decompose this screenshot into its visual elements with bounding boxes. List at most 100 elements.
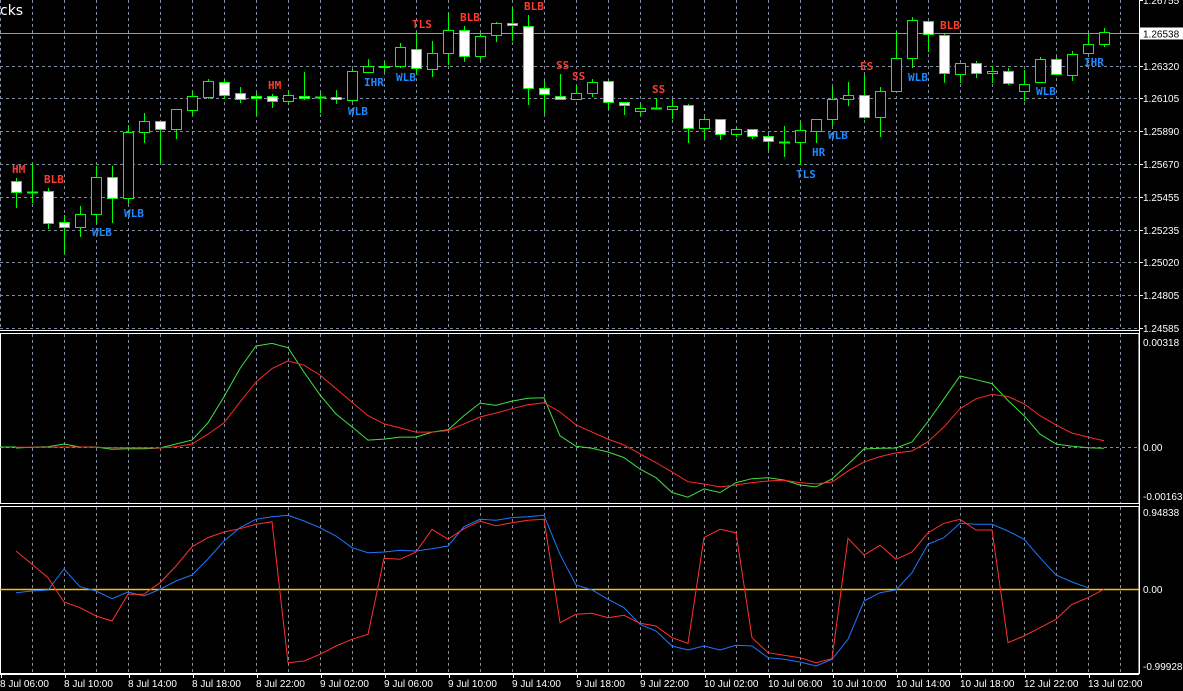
time-axis-label: 8 Jul 22:00 xyxy=(256,679,305,690)
indicator-2-series-2 xyxy=(15,518,1105,664)
candle xyxy=(75,206,86,238)
indicator-1-axis-label: -0.00163 xyxy=(1143,492,1183,503)
candle-body-bearish xyxy=(523,26,534,89)
candle-body-bearish xyxy=(923,21,934,35)
time-axis-label: 8 Jul 18:00 xyxy=(192,679,241,690)
candle xyxy=(859,75,870,120)
candle xyxy=(619,101,630,115)
pattern-label-ss: SS xyxy=(652,83,665,96)
candle-body-bullish xyxy=(1099,32,1110,45)
candle xyxy=(411,32,422,76)
candle-body-bullish xyxy=(1067,54,1078,76)
candle xyxy=(571,85,582,100)
candle-body-bullish xyxy=(491,23,502,36)
candle xyxy=(107,166,118,223)
pattern-label-wlb: WLB xyxy=(348,105,368,118)
candle-body-bullish xyxy=(363,66,374,73)
candle xyxy=(347,69,358,102)
pattern-label-ss: SS xyxy=(556,59,569,72)
indicator-2-axis-label: -0.99928 xyxy=(1143,662,1183,673)
indicator-2-axis-label: 0.00 xyxy=(1143,585,1163,596)
price-axis-label: 1.25020 xyxy=(1143,258,1180,269)
candle-body-bullish xyxy=(843,95,854,100)
candle-body-bearish xyxy=(331,97,342,100)
candle xyxy=(1003,67,1014,86)
candle xyxy=(827,87,838,126)
pattern-label-ss: SS xyxy=(572,70,585,83)
pattern-label-hm: HM xyxy=(268,79,282,92)
price-axis-label: 1.25890 xyxy=(1143,127,1180,138)
candle xyxy=(267,93,278,109)
candle xyxy=(475,32,486,60)
time-axis-label: 9 Jul 06:00 xyxy=(384,679,433,690)
candle-body-bearish xyxy=(235,93,246,100)
candle-body-bullish xyxy=(123,132,134,199)
candle-body-bearish xyxy=(555,96,566,100)
candle-body-bullish xyxy=(283,95,294,102)
time-axis-label: 13 Jul 02:00 xyxy=(1088,679,1143,690)
candle-body-bullish xyxy=(139,121,150,133)
candle xyxy=(331,90,342,104)
candle xyxy=(91,166,102,223)
candle-body-bearish xyxy=(539,88,550,95)
candle xyxy=(667,98,678,120)
indicator-1-series-1 xyxy=(15,342,1105,498)
candle-body-bullish xyxy=(955,63,966,75)
time-axis-label: 10 Jul 06:00 xyxy=(768,679,823,690)
candle xyxy=(795,122,806,165)
indicator-1-axis-label: 0.00318 xyxy=(1143,338,1180,349)
candle-body-bearish xyxy=(1003,71,1014,84)
candle-body-bullish xyxy=(395,47,406,67)
pattern-label-blb: BLB xyxy=(524,0,544,13)
candle xyxy=(507,8,518,41)
candle-body-bearish xyxy=(683,105,694,129)
candle-body-bearish xyxy=(267,96,278,102)
candle xyxy=(27,162,38,204)
time-axis-label: 9 Jul 14:00 xyxy=(512,679,561,690)
indicator-2-axis-label: 0.94838 xyxy=(1143,508,1180,519)
price-axis-label: 1.26320 xyxy=(1143,62,1180,73)
candle-body-bearish xyxy=(507,23,518,26)
time-axis-label: 9 Jul 10:00 xyxy=(448,679,497,690)
candle-body-bearish xyxy=(107,177,118,199)
price-axis-label: 1.26755 xyxy=(1143,0,1180,7)
candle xyxy=(587,79,598,97)
pattern-label-wlb: WLB xyxy=(124,207,144,220)
candle xyxy=(187,90,198,115)
pattern-label-blb: BLB xyxy=(44,173,64,186)
candle-body-bullish xyxy=(187,96,198,111)
candle xyxy=(811,119,822,144)
pattern-label-blb: BLB xyxy=(940,19,960,32)
candle xyxy=(683,103,694,144)
candle-body-bullish xyxy=(587,82,598,94)
candle-body-bullish xyxy=(699,119,710,129)
candle-body-bearish xyxy=(411,49,422,69)
candle xyxy=(651,98,662,110)
candle-body-bullish xyxy=(1019,84,1030,92)
candle xyxy=(843,82,854,107)
candle xyxy=(315,93,326,113)
candle xyxy=(875,87,886,138)
pattern-label-wlb: WLB xyxy=(396,71,416,84)
candle-body-bullish xyxy=(171,109,182,130)
candle-body-bearish xyxy=(251,96,262,99)
candle xyxy=(235,87,246,104)
candle xyxy=(699,117,710,139)
candle xyxy=(1035,56,1046,83)
candle xyxy=(491,22,502,42)
pattern-label-wlb: WLB xyxy=(828,129,848,142)
candle-body-bearish xyxy=(763,136,774,142)
price-axis-label: 1.25235 xyxy=(1143,226,1180,237)
candle xyxy=(555,74,566,100)
candle xyxy=(171,109,182,139)
time-axis-label: 8 Jul 10:00 xyxy=(64,679,113,690)
candle xyxy=(939,33,950,83)
candle xyxy=(1051,56,1062,76)
candle xyxy=(715,119,726,141)
candle-body-bullish xyxy=(635,108,646,112)
candle xyxy=(1083,33,1094,54)
candle xyxy=(1067,51,1078,81)
pattern-label-ihr: IHR xyxy=(1084,56,1104,69)
candle-body-bearish xyxy=(155,121,166,130)
